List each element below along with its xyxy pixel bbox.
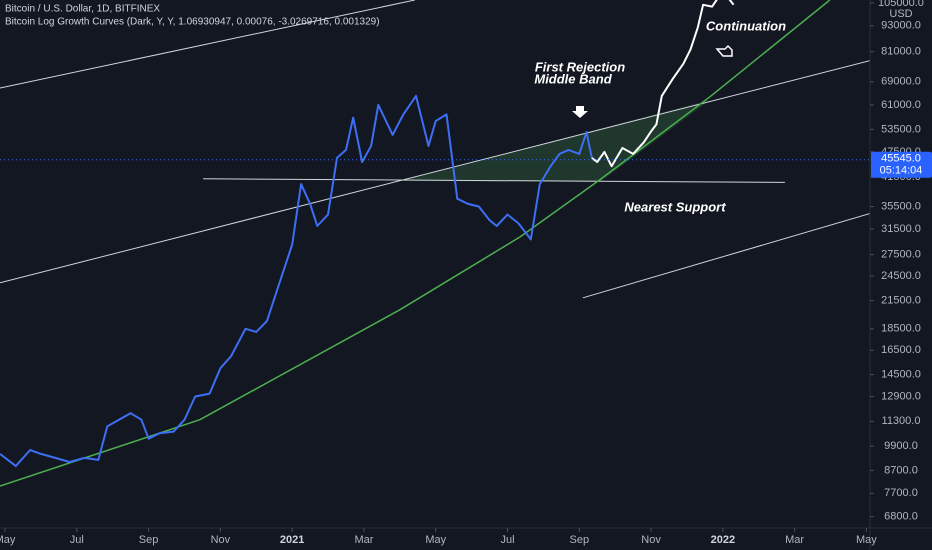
arrow-icon [572,106,588,118]
y-tick-label: 16500.0 [881,344,921,356]
price-line [0,0,831,487]
y-tick-label: 21500.0 [881,295,921,307]
y-tick-label: 81000.0 [881,46,921,58]
y-tick-label: 8700.0 [884,464,918,476]
current-price-label: 45545.0 [881,153,921,165]
y-tick-label: 27500.0 [881,248,921,260]
annotation: Middle Band [534,71,612,86]
annotation: Nearest Support [624,199,726,214]
y-tick-label: 6800.0 [884,511,918,523]
x-tick-label: 2021 [280,534,304,546]
hand-icon [715,44,733,57]
y-tick-label: 53500.0 [881,123,921,135]
x-tick-label: Nov [641,534,661,546]
current-price-box [871,151,932,178]
x-tick-label: Mar [354,534,373,546]
chart-subtitle: Bitcoin Log Growth Curves (Dark, Y, Y, 1… [5,17,380,28]
x-tick-label: Jul [70,534,84,546]
x-tick-label: Jul [500,534,514,546]
y-tick-label: 14500.0 [881,368,921,380]
x-tick-label: Nov [211,534,231,546]
axis-unit: USD [889,8,912,20]
y-tick-label: 24500.0 [881,270,921,282]
x-tick-label: May [0,534,16,546]
x-tick-label: May [425,534,446,546]
y-tick-label: 12900.0 [881,390,921,402]
series-layer [0,0,870,487]
y-tick-label: 93000.0 [881,20,921,32]
chart-title: Bitcoin / U.S. Dollar, 1D, BITFINEX [5,4,160,15]
price-line [203,178,785,183]
countdown-label: 05:14:04 [880,165,923,177]
x-tick-label: May [856,534,877,546]
x-tick-label: Sep [569,534,589,546]
y-tick-label: 31500.0 [881,223,921,235]
y-tick-label: 7700.0 [884,487,918,499]
x-tick-label: 2022 [711,534,735,546]
y-tick-label: 18500.0 [881,323,921,335]
x-tick-label: Mar [785,534,804,546]
y-tick-label: 11300.0 [882,415,921,427]
y-tick-label: 61000.0 [881,99,921,111]
y-tick-label: 105000.0 [878,0,924,9]
price-line [0,94,593,468]
price-line [0,0,416,89]
price-line [0,60,870,284]
annotation: Continuation [706,18,786,33]
y-tick-label: 9900.0 [884,440,918,452]
y-tick-label: 69000.0 [881,76,921,88]
annotation: First Rejection [535,59,625,74]
price-line [582,213,870,299]
price-line [591,0,735,168]
x-tick-label: Sep [139,534,159,546]
y-tick-label: 35500.0 [881,200,921,212]
